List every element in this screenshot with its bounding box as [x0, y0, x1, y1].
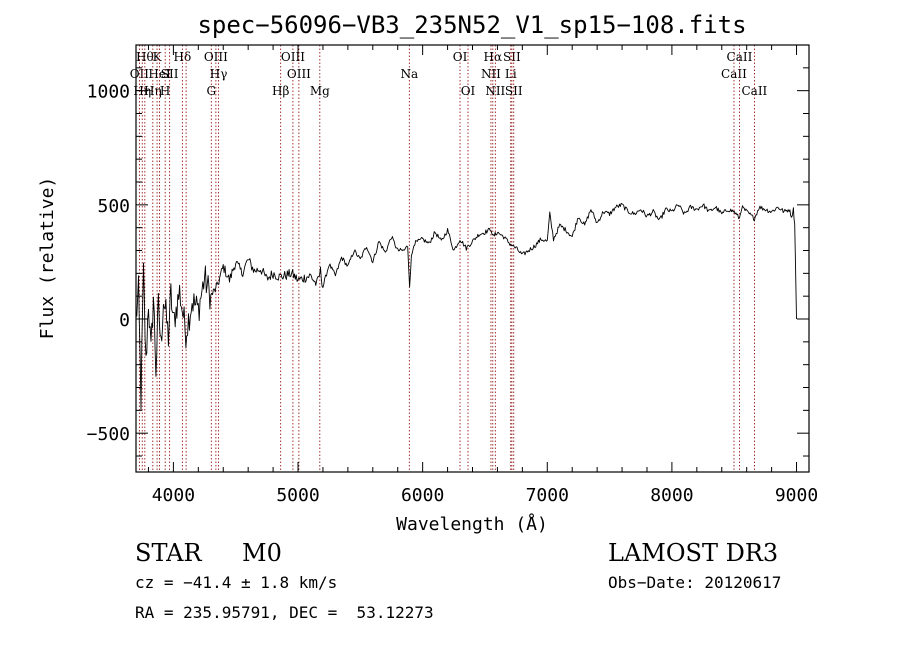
spectral-line-label: CaII — [727, 50, 753, 64]
y-tick-label: −500 — [87, 424, 130, 445]
spectral-line-markers: OIIHηHθHηKHeIHSIIHδGOIIIHγHβOIIIOIIIMgNa… — [130, 45, 768, 472]
plot-frame — [135, 44, 810, 473]
spectral-line-label: OI — [461, 84, 476, 98]
y-axis-label: Flux (relative) — [37, 177, 58, 340]
chart-title: spec−56096−VB3_235N52_V1_sp15−108.fits — [197, 11, 746, 39]
spectral-line-label: Mg — [310, 84, 330, 98]
x-tick-label: 4000 — [152, 485, 195, 506]
spectral-line-label: SII — [503, 50, 521, 64]
survey-name: LAMOST DR3 — [608, 539, 779, 567]
spectral-line-label: K — [153, 50, 163, 64]
spectral-subclass: M0 — [242, 539, 282, 567]
spectral-line-label: OIII — [287, 67, 311, 81]
y-tick-label: 1000 — [87, 82, 130, 103]
x-tick-label: 7000 — [526, 485, 569, 506]
spectral-line-label: NII — [481, 67, 501, 81]
spectral-line-label: SII — [505, 84, 523, 98]
spectral-line-label: Hθ — [136, 50, 154, 64]
spectral-line-label: CaII — [721, 67, 747, 81]
spectral-line-label: OIII — [204, 50, 228, 64]
spectral-line-label: G — [206, 84, 216, 98]
spectral-line-label: Na — [400, 67, 418, 81]
spectrum-chart: spec−56096−VB3_235N52_V1_sp15−108.fits O… — [37, 11, 818, 535]
spectral-line-label: OIII — [281, 50, 305, 64]
coordinates: RA = 235.95791, DEC = 53.12273 — [135, 603, 434, 622]
observation-date: Obs−Date: 20120617 — [608, 573, 782, 592]
spectral-line-label: Hγ — [210, 67, 228, 81]
spectral-line-label: OII — [130, 67, 150, 81]
spectral-line-label: Hδ — [174, 50, 192, 64]
x-tick-label: 5000 — [276, 485, 319, 506]
spectral-line-label: NII — [485, 84, 505, 98]
y-tick-label: 0 — [119, 310, 130, 331]
series-line-flux — [135, 202, 797, 410]
redshift-velocity: cz = −41.4 ± 1.8 km/s — [135, 573, 338, 592]
x-tick-label: 9000 — [775, 485, 818, 506]
spectral-line-label: CaII — [741, 84, 767, 98]
spectral-line-label: SII — [161, 67, 179, 81]
spectral-line-label: Hα — [484, 50, 503, 64]
x-axis-label: Wavelength (Å) — [396, 513, 548, 535]
spectral-line-label: Li — [505, 67, 517, 81]
spectrum-series — [135, 202, 797, 410]
x-tick-label: 8000 — [650, 485, 693, 506]
object-type: STAR — [135, 539, 202, 567]
y-tick-label: 500 — [97, 196, 130, 217]
spectral-line-label: OI — [453, 50, 468, 64]
axes: 4000 5000 6000 7000 8000 9000 −500 0 500 1000 — [87, 45, 818, 506]
spectral-line-label: H — [160, 84, 170, 98]
x-tick-label: 6000 — [401, 485, 444, 506]
spectral-line-label: Hβ — [272, 84, 289, 98]
